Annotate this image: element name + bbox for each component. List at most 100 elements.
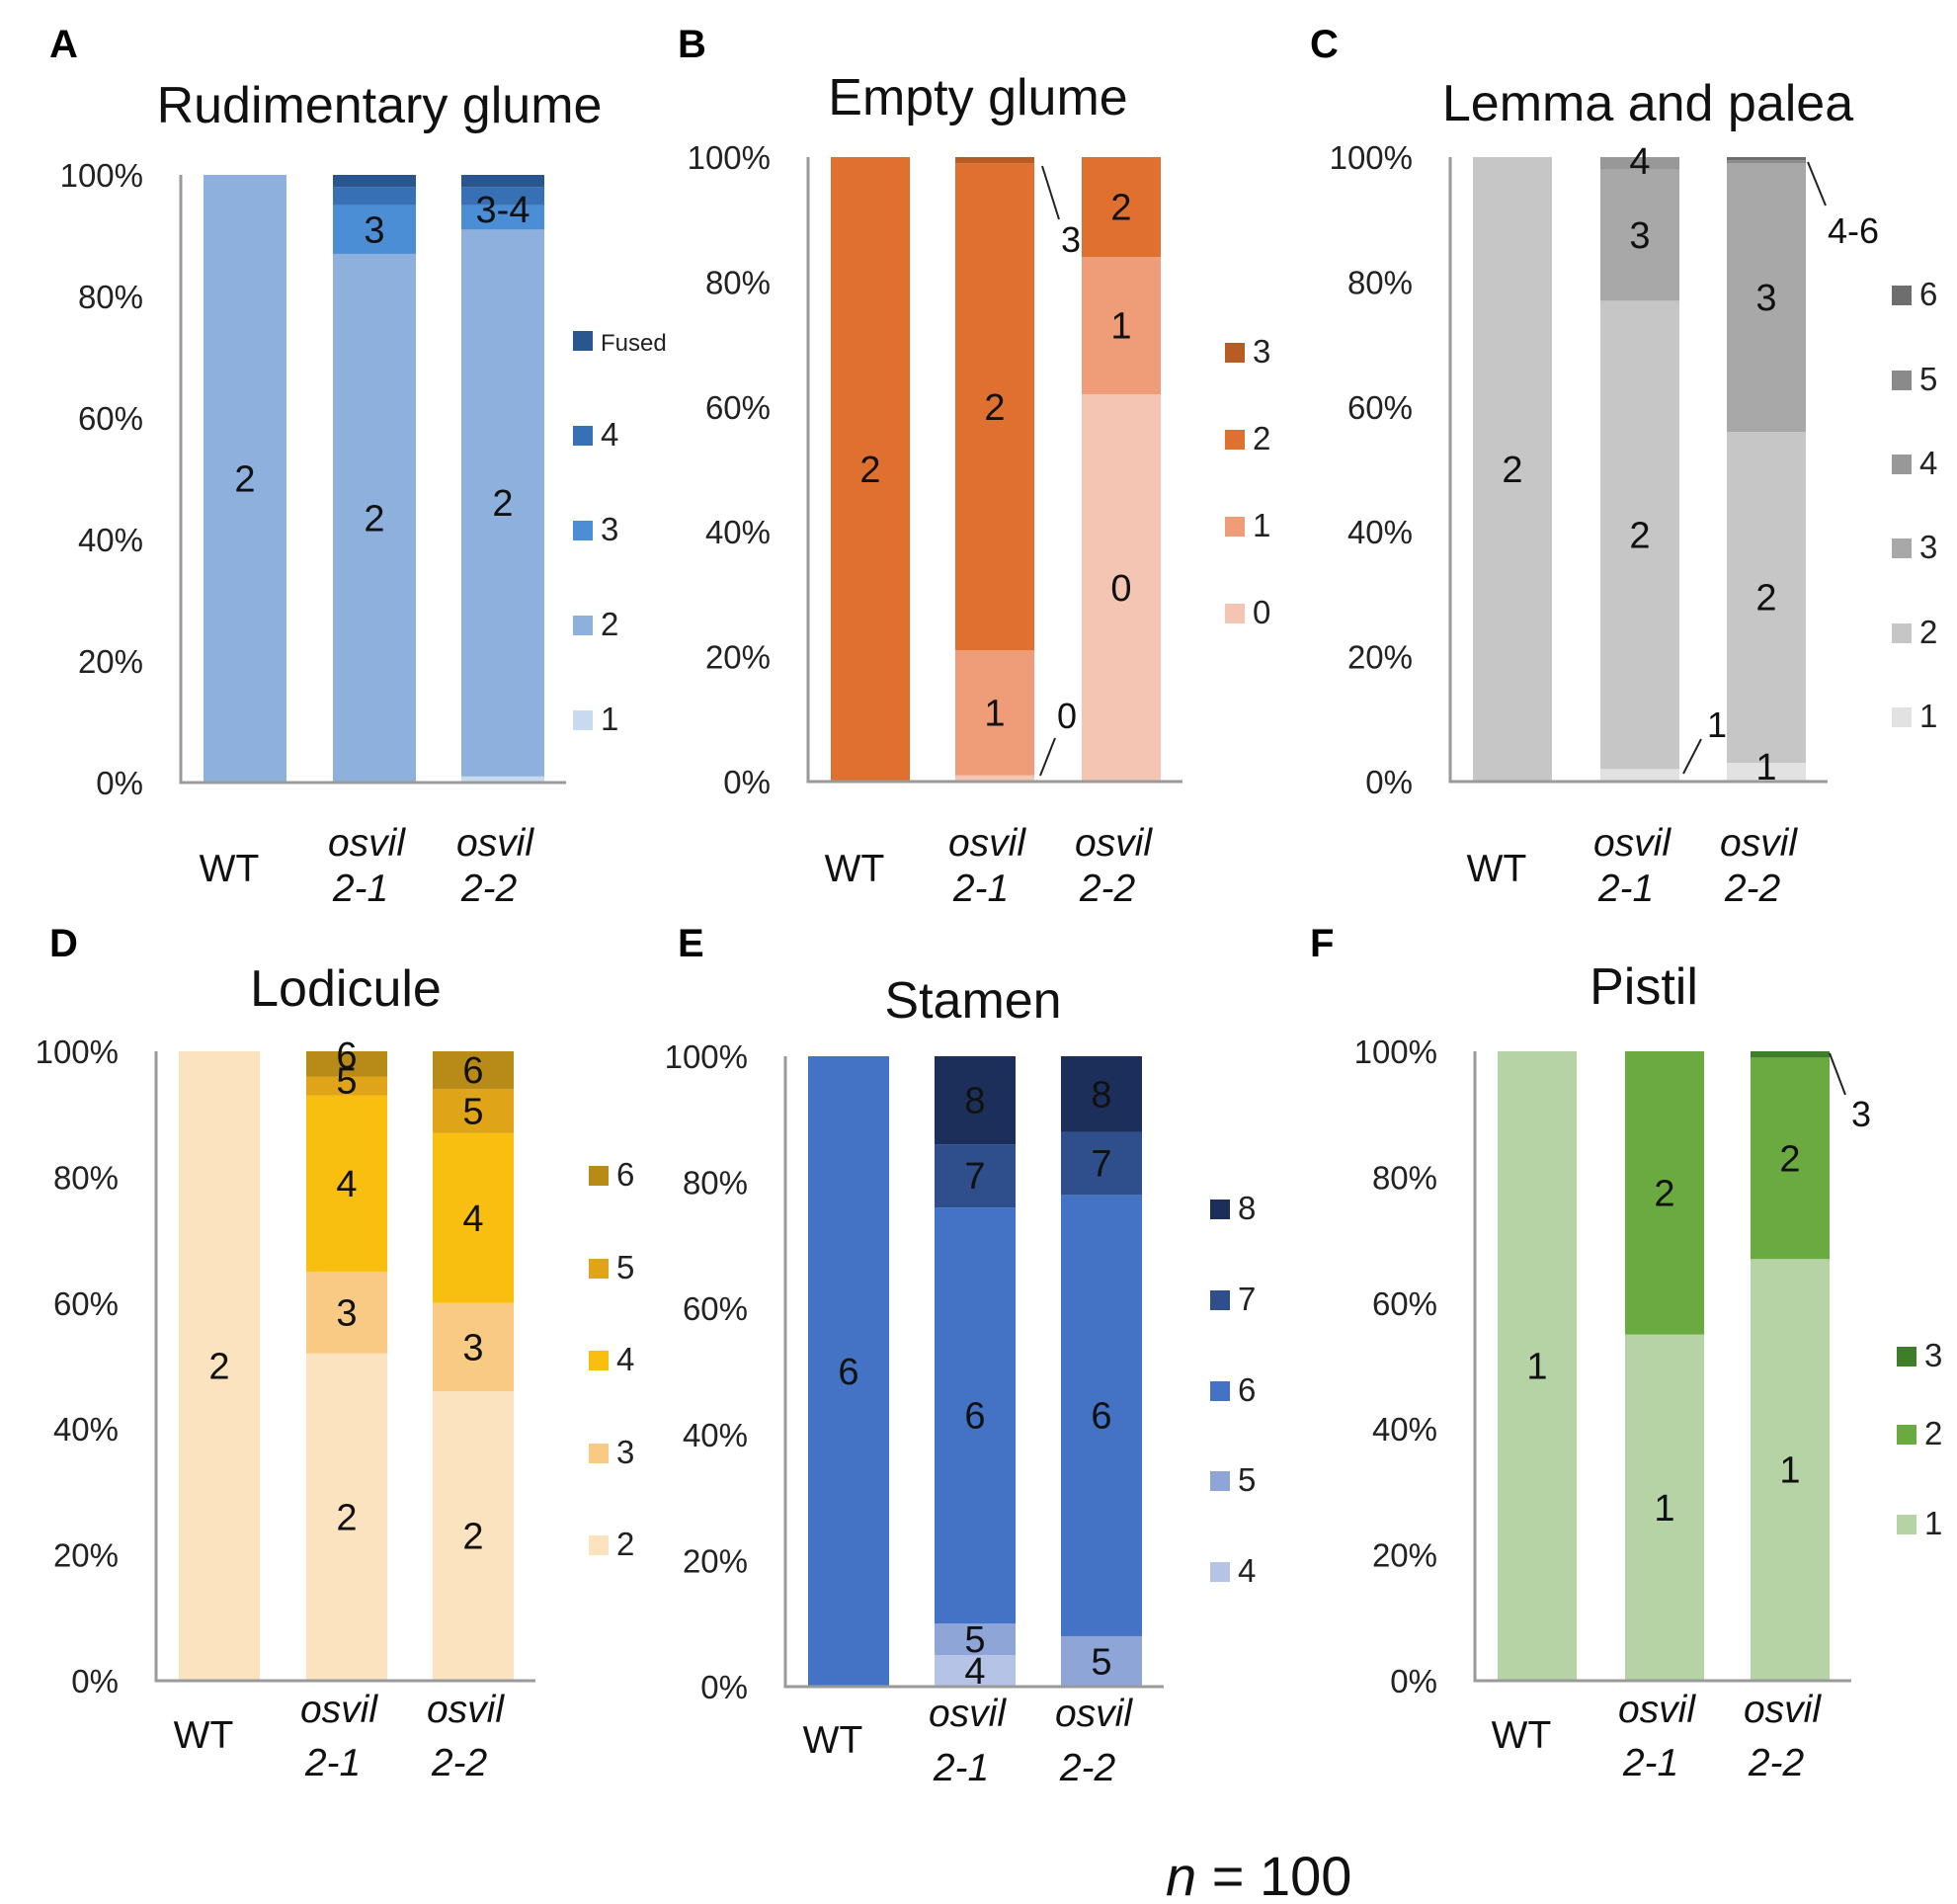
- y-tick-label: 60%: [78, 400, 143, 437]
- bar-segment-osvil-2-1-1: [1600, 769, 1679, 782]
- bar-segment-osvil-2-1-2: [1625, 1051, 1704, 1335]
- legend-swatch-2: [589, 1535, 609, 1555]
- y-tick-label: 40%: [1372, 1411, 1437, 1448]
- annotation-leader-line: [1807, 161, 1827, 207]
- legend-label-3: 3: [601, 511, 618, 547]
- segment-label: 6: [1091, 1396, 1111, 1438]
- segment-label: 3: [1629, 215, 1650, 257]
- segment-label: 4: [462, 1199, 483, 1240]
- legend-swatch-4: [573, 426, 593, 446]
- bar-segment-osvil-2-1-fused: [333, 175, 416, 188]
- y-tick-label: 60%: [705, 389, 771, 426]
- segment-label: 2: [336, 1497, 357, 1538]
- x-category-label-line2: 2-1: [332, 868, 388, 910]
- bar-segment-osvil-2-1-4: [1600, 157, 1679, 170]
- annotation-leader-line: [1041, 165, 1060, 220]
- segment-label: 5: [336, 1060, 357, 1102]
- annotation-leader-line: [1039, 737, 1056, 777]
- panel-letter: B: [678, 23, 706, 66]
- bar-segment-osvil-2-2-3: [1727, 163, 1806, 433]
- x-category-label: osvil: [1075, 822, 1153, 865]
- chart-axes: [806, 157, 1182, 784]
- bar-segment-osvil-2-1-8: [935, 1056, 1016, 1145]
- segment-label: 2: [1629, 515, 1650, 556]
- y-tick-label: 0%: [723, 764, 771, 800]
- segment-label: 8: [1091, 1074, 1111, 1116]
- legend-swatch-3: [1225, 343, 1245, 363]
- segment-label: 3: [364, 209, 384, 251]
- chart-panel-c: C Lemma and palea 0% 20% 40% 60% 80% 100% 2 2 3 4 1 2…: [1310, 23, 1937, 910]
- segment-label: 2: [234, 459, 255, 501]
- panel-letter: D: [49, 922, 78, 965]
- legend-swatch-2: [1892, 623, 1912, 643]
- legend-label-6: 6: [616, 1156, 634, 1193]
- annotation-label: 1: [1707, 704, 1727, 745]
- y-tick-label: 60%: [683, 1290, 748, 1327]
- legend-label-fused: Fused: [601, 330, 667, 357]
- legend-label-5: 5: [616, 1249, 634, 1285]
- legend-swatch-3: [573, 521, 593, 540]
- legend-label-3: 3: [1253, 333, 1270, 370]
- legend-swatch-4: [589, 1351, 609, 1370]
- y-tick-label: 20%: [1347, 639, 1413, 676]
- bar-segment-osvil-2-1-2: [1600, 300, 1679, 770]
- legend-swatch-5: [589, 1259, 609, 1279]
- bar-segment-osvil-2-2-8: [1061, 1056, 1142, 1132]
- bar-segment-osvil-2-2-2: [1727, 432, 1806, 764]
- legend-label-3: 3: [1919, 529, 1937, 565]
- segment-label: 2: [859, 450, 880, 491]
- x-category-label: WT: [174, 1714, 234, 1757]
- bar-segment-osvil-2-2-1: [461, 776, 544, 783]
- x-category-label: osvil: [300, 1689, 378, 1731]
- x-category-label: osvil: [1720, 822, 1798, 865]
- segment-label: 5: [964, 1619, 985, 1661]
- bar-segment-osvil-2-1-2: [333, 253, 416, 783]
- x-category-label-line2: 2-1: [1622, 1742, 1678, 1784]
- segment-label: 4: [964, 1651, 985, 1693]
- segment-label: 4: [1629, 141, 1650, 183]
- bar-segment-wt-2: [831, 157, 910, 782]
- legend-label-5: 5: [1238, 1461, 1256, 1498]
- legend-label-6: 6: [1238, 1371, 1256, 1408]
- bar-segment-osvil-2-2-1: [1082, 257, 1161, 395]
- bar-segment-osvil-2-2-5: [1727, 160, 1806, 164]
- y-tick-label: 100%: [665, 1038, 748, 1075]
- y-tick-label: 20%: [78, 643, 143, 680]
- legend-swatch-2: [1225, 430, 1245, 450]
- y-tick-label: 80%: [683, 1165, 748, 1201]
- y-tick-label: 80%: [705, 264, 771, 300]
- legend-swatch-7: [1210, 1290, 1230, 1310]
- legend-swatch-4: [1210, 1562, 1230, 1582]
- x-category-label: WT: [1467, 848, 1527, 890]
- segment-label: 1: [1654, 1488, 1674, 1530]
- legend-label-1: 1: [1924, 1505, 1942, 1541]
- legend-label-5: 5: [1919, 361, 1937, 397]
- legend-label-2: 2: [616, 1526, 634, 1562]
- x-category-label: osvil: [948, 822, 1026, 865]
- sample-size-value: = 100: [1196, 1845, 1351, 1904]
- x-category-label: osvil: [1593, 822, 1672, 865]
- legend-label-1: 1: [1253, 507, 1270, 543]
- segment-label: 7: [1091, 1143, 1111, 1185]
- legend-swatch-3: [1892, 538, 1912, 558]
- y-tick-label: 100%: [36, 1034, 119, 1070]
- segment-label: 3-4: [476, 190, 530, 231]
- annotation-label: 3: [1851, 1094, 1871, 1134]
- chart-title: Lodicule: [250, 960, 442, 1018]
- sample-size-var: n: [1166, 1845, 1196, 1904]
- bar-segment-osvil-2-2-2: [461, 229, 544, 777]
- x-category-label-line2: 2-2: [1748, 1742, 1805, 1784]
- y-tick-label: 60%: [1347, 389, 1413, 426]
- legend-label-2: 2: [1253, 420, 1270, 456]
- bar-segment-osvil-2-2-fused: [461, 175, 544, 188]
- legend-swatch-4: [1892, 455, 1912, 474]
- chart-title: Rudimentary glume: [157, 77, 603, 134]
- legend-swatch-5: [1210, 1471, 1230, 1491]
- segment-label: 1: [984, 693, 1005, 734]
- panel-letter: E: [678, 922, 704, 965]
- x-category-label-line2: 2-2: [431, 1742, 488, 1784]
- segment-label: 2: [1654, 1173, 1674, 1214]
- segment-label: 8: [964, 1081, 985, 1122]
- bar-segment-osvil-2-1-3: [955, 157, 1034, 164]
- y-tick-label: 100%: [688, 139, 771, 176]
